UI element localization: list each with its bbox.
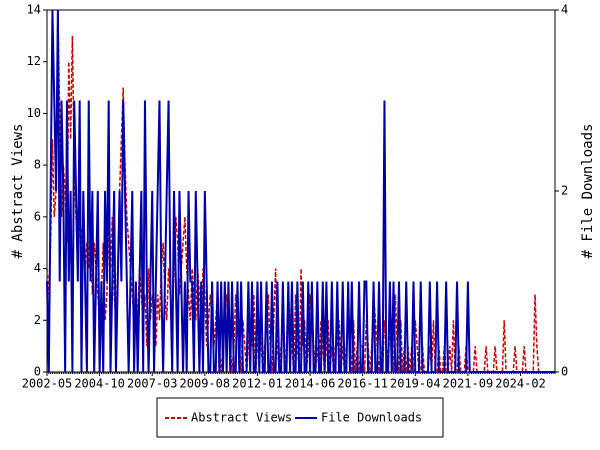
y-tick-label: 6 [34,209,41,223]
y-tick-label: 8 [34,158,41,172]
y-tick-label: 0 [34,365,41,379]
x-tick-label: 2021-09 [443,377,494,391]
x-tick-label: 2004-10 [74,377,125,391]
x-tick-label: 2007-03 [127,377,178,391]
x-tick-label: 2024-02 [495,377,546,391]
legend-box [156,397,444,438]
x-tick-label: 2002-05 [22,377,73,391]
y2-axis-title: # File Downloads [580,124,596,259]
x-tick-label: 2012-01 [232,377,283,391]
y-tick-label: 2 [34,313,41,327]
x-tick-label: 2014-06 [285,377,336,391]
y2-tick-label: 4 [561,3,568,17]
series-line [46,9,555,373]
x-tick-label: 2016-11 [337,377,388,391]
y2-tick-label: 2 [561,184,568,198]
y-axis-title: # Abstract Views [10,124,26,259]
legend-label: File Downloads [321,411,422,425]
y2-tick-label: 0 [561,365,568,379]
legend-label: Abstract Views [191,411,292,425]
y-tick-label: 12 [27,54,41,68]
x-tick-label: 2019-04 [390,377,441,391]
x-tick-label: 2009-08 [180,377,231,391]
y-tick-label: 10 [27,106,41,120]
y-tick-label: 4 [34,261,41,275]
y-tick-label: 14 [27,3,41,17]
